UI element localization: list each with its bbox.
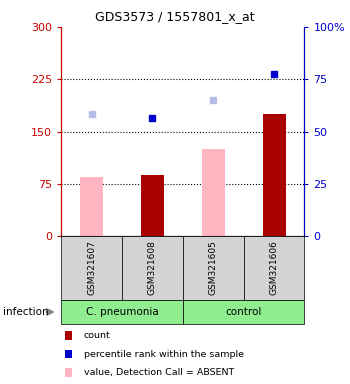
Bar: [183, 236, 244, 300]
Bar: [244, 236, 304, 300]
Text: GSM321607: GSM321607: [87, 240, 96, 295]
Text: C. pneumonia: C. pneumonia: [86, 307, 159, 317]
Text: GSM321605: GSM321605: [209, 240, 218, 295]
Text: GSM321606: GSM321606: [270, 240, 279, 295]
Bar: [262, 114, 286, 236]
Text: control: control: [225, 307, 262, 317]
Text: count: count: [84, 331, 111, 340]
Bar: [183, 300, 304, 324]
Bar: [65, 368, 72, 377]
Text: GSM321608: GSM321608: [148, 240, 157, 295]
Text: percentile rank within the sample: percentile rank within the sample: [84, 349, 244, 359]
Bar: [65, 350, 72, 358]
Text: GDS3573 / 1557801_x_at: GDS3573 / 1557801_x_at: [95, 10, 255, 23]
Bar: [122, 236, 183, 300]
Bar: [61, 300, 183, 324]
Bar: [202, 149, 225, 236]
Bar: [65, 331, 72, 340]
Bar: [61, 236, 122, 300]
Text: infection: infection: [4, 307, 49, 317]
Text: value, Detection Call = ABSENT: value, Detection Call = ABSENT: [84, 368, 234, 377]
Bar: [141, 175, 164, 236]
Bar: [80, 177, 103, 236]
